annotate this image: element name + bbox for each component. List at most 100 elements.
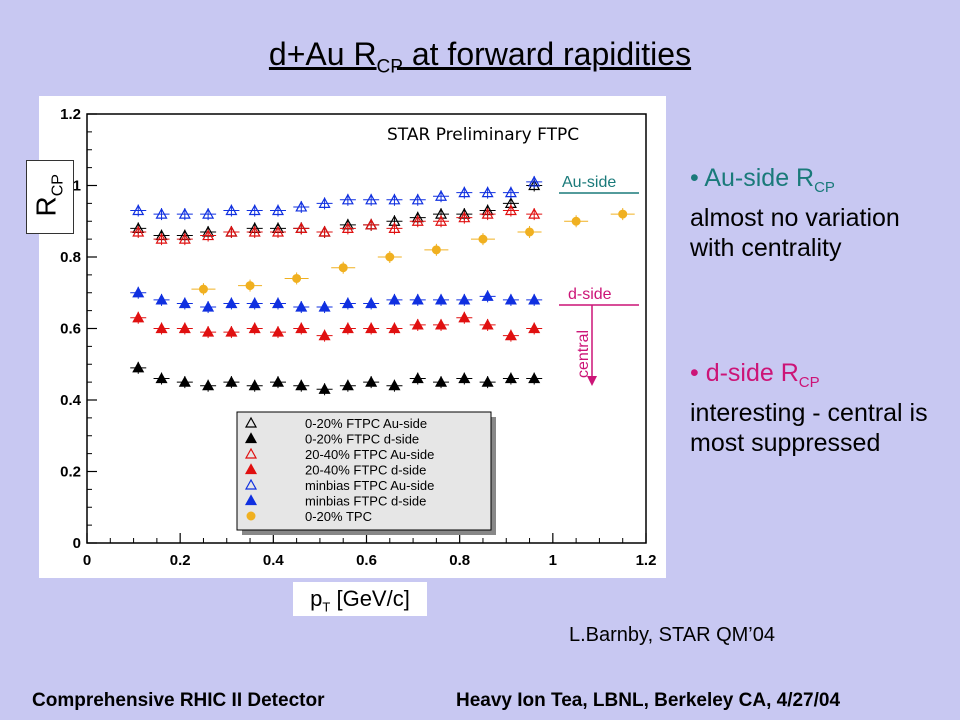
data-point [248, 204, 261, 216]
data-point [504, 372, 517, 384]
legend-entry: 0-20% TPC [305, 509, 372, 524]
data-point [318, 329, 331, 341]
data-point [458, 311, 471, 323]
data-point [365, 375, 378, 387]
data-point [478, 234, 488, 244]
data-point [481, 186, 494, 198]
data-point [132, 204, 145, 216]
legend-marker [244, 463, 258, 475]
data-point [271, 375, 285, 387]
data-point [504, 186, 517, 198]
x-tick-label: 1 [549, 552, 557, 569]
data-point [388, 322, 401, 334]
data-point [341, 193, 354, 205]
data-point [528, 322, 541, 334]
data-point [318, 383, 331, 394]
data-point [225, 297, 238, 309]
y-tick-label: 1 [73, 178, 81, 195]
data-point [202, 229, 215, 241]
data-point [435, 375, 448, 387]
legend-entry: 0-20% FTPC d-side [305, 432, 419, 447]
y-axis-label: RCP [26, 160, 74, 234]
data-point [458, 293, 471, 305]
x-tick-label: 0.4 [263, 552, 285, 569]
data-point [458, 186, 471, 198]
data-point [248, 379, 261, 391]
data-point [481, 318, 494, 330]
data-point [132, 225, 145, 237]
y-tick-label: 0.8 [60, 249, 81, 266]
data-point [435, 318, 448, 330]
data-point [431, 245, 441, 255]
y-tick-label: 0 [73, 535, 81, 552]
data-point [248, 225, 261, 237]
chart-annotation: STAR Preliminary FTPC [387, 125, 579, 145]
data-point [341, 379, 354, 391]
data-point [411, 372, 424, 384]
data-point [295, 300, 308, 312]
data-point [295, 200, 308, 212]
data-point [178, 232, 191, 244]
data-point [365, 297, 378, 309]
legend-box [236, 411, 492, 531]
data-point [435, 189, 448, 201]
data-point [528, 372, 541, 384]
data-point [155, 207, 168, 219]
legend-entry: minbias FTPC Au-side [305, 478, 434, 493]
legend-marker [244, 447, 258, 459]
credit: L.Barnby, STAR QM’04 [569, 624, 775, 646]
data-point [248, 297, 261, 309]
data-point [155, 293, 168, 305]
slide-title: d+Au RCP at forward rapidities [268, 36, 692, 78]
y-tick-label: 0.6 [60, 321, 81, 338]
bullet-au-side: • Au-side RCP almost no variation with c… [690, 164, 900, 262]
data-point [155, 372, 168, 384]
data-point [271, 225, 285, 237]
data-point [318, 225, 331, 237]
data-point [435, 215, 448, 226]
data-point [388, 193, 401, 205]
legend-entry: 20-40% FTPC Au-side [305, 447, 434, 462]
data-point [178, 322, 191, 334]
data-point [318, 300, 331, 312]
data-point [202, 207, 215, 219]
data-point [458, 211, 471, 223]
data-point [481, 290, 494, 301]
y-tick-label: 0.2 [60, 464, 81, 481]
data-point [295, 379, 308, 391]
data-point [225, 325, 238, 337]
x-tick-label: 0.2 [170, 552, 191, 569]
data-point [271, 297, 285, 309]
data-point [198, 284, 208, 294]
data-point [341, 297, 354, 309]
data-point [411, 318, 424, 330]
legend-entry: 0-20% FTPC Au-side [305, 416, 427, 431]
x-tick-label: 0 [83, 552, 91, 569]
data-point [318, 197, 331, 208]
x-tick-label: 1.2 [636, 552, 657, 569]
data-point [225, 225, 238, 237]
d-side-label: d-side [568, 286, 612, 303]
data-point [338, 263, 348, 273]
data-point [248, 322, 261, 334]
legend-marker [244, 416, 258, 428]
data-point [292, 273, 302, 283]
x-tick-label: 0.6 [356, 552, 377, 569]
legend-marker [246, 511, 256, 521]
data-point [225, 375, 238, 387]
x-axis-label: pT [GeV/c] [293, 582, 427, 616]
data-point [388, 293, 401, 305]
data-point [245, 281, 255, 291]
central-label: central [575, 330, 592, 378]
data-point [271, 204, 285, 216]
footer-left: Comprehensive RHIC II Detector [32, 690, 325, 711]
data-point [571, 216, 581, 226]
data-point [388, 379, 401, 391]
data-point [202, 325, 215, 337]
data-point [385, 252, 395, 262]
data-point [365, 322, 378, 334]
data-point [528, 179, 541, 191]
data-point [155, 232, 168, 244]
data-point [178, 375, 191, 387]
data-point [411, 215, 424, 226]
